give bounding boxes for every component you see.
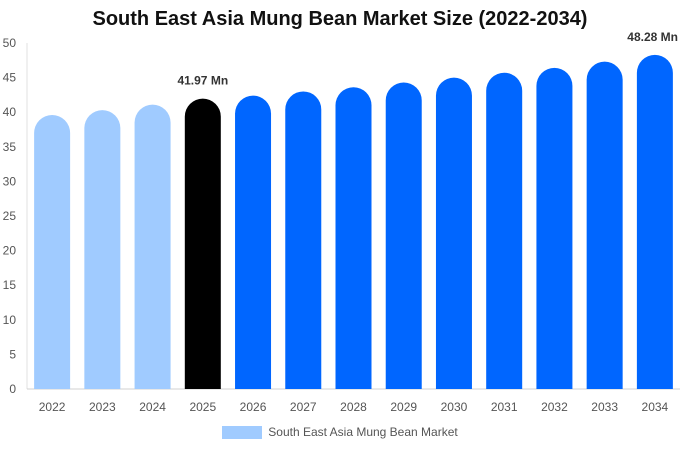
legend-swatch — [222, 425, 263, 439]
bar-2022 — [34, 114, 71, 389]
y-tick-label: 50 — [3, 36, 17, 50]
bar-2030 — [435, 77, 472, 389]
bar-2034 — [636, 54, 673, 389]
y-tick-label: 0 — [9, 382, 16, 396]
y-tick-label: 35 — [3, 140, 17, 154]
y-tick-label: 5 — [9, 347, 16, 361]
bar-2025 — [184, 98, 221, 389]
x-tick-label: 2024 — [139, 400, 166, 414]
bar-2027 — [285, 91, 322, 390]
data-label-2034: 48.28 Mn — [627, 30, 678, 44]
bar-2029 — [385, 82, 422, 389]
x-tick-label: 2032 — [541, 400, 568, 414]
bar-2028 — [335, 87, 372, 390]
x-tick-label: 2031 — [491, 400, 518, 414]
bar-2031 — [486, 72, 523, 390]
x-tick-label: 2029 — [390, 400, 417, 414]
x-tick-label: 2027 — [290, 400, 317, 414]
y-tick-label: 30 — [3, 174, 17, 188]
y-tick-label: 40 — [3, 105, 17, 119]
chart-title: South East Asia Mung Bean Market Size (2… — [92, 8, 588, 30]
bar-2026 — [235, 95, 272, 389]
bar-2032 — [536, 67, 573, 390]
bar-2024 — [134, 104, 171, 389]
x-tick-label: 2028 — [340, 400, 367, 414]
legend-label: South East Asia Mung Bean Market — [268, 425, 458, 439]
y-tick-label: 10 — [3, 313, 17, 327]
x-tick-label: 2022 — [39, 400, 66, 414]
x-tick-label: 2030 — [441, 400, 468, 414]
x-tick-label: 2023 — [89, 400, 116, 414]
bar-2023 — [84, 110, 121, 389]
x-tick-label: 2026 — [240, 400, 267, 414]
x-tick-label: 2025 — [189, 400, 216, 414]
bar-2033 — [586, 61, 623, 390]
y-tick-label: 20 — [3, 244, 17, 258]
y-tick-label: 25 — [3, 209, 17, 223]
y-tick-label: 15 — [3, 278, 17, 292]
data-label-2025: 41.97 Mn — [177, 74, 228, 88]
legend: South East Asia Mung Bean Market — [0, 425, 680, 439]
x-tick-label: 2033 — [591, 400, 618, 414]
x-tick-label: 2034 — [642, 400, 669, 414]
y-tick-label: 45 — [3, 71, 17, 85]
